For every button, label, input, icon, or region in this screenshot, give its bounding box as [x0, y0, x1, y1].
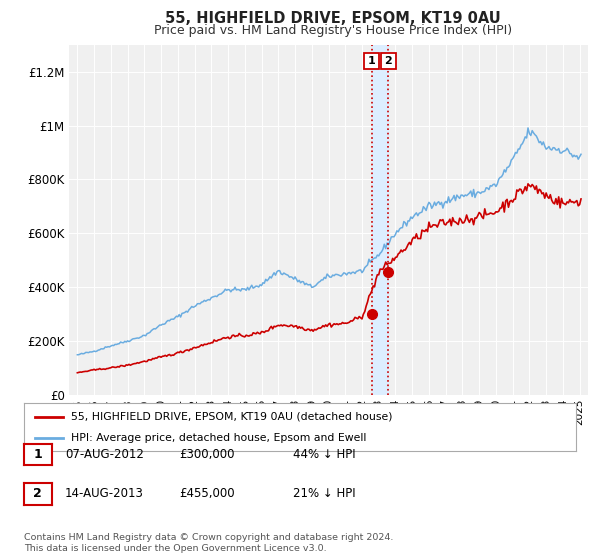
Text: £300,000: £300,000 [179, 448, 235, 461]
Text: 2: 2 [385, 56, 392, 66]
Bar [371, 45, 388, 395]
Text: £455,000: £455,000 [179, 487, 235, 501]
Text: 55, HIGHFIELD DRIVE, EPSOM, KT19 0AU: 55, HIGHFIELD DRIVE, EPSOM, KT19 0AU [165, 11, 501, 26]
Text: 1: 1 [368, 56, 376, 66]
Text: 2: 2 [34, 487, 42, 501]
Text: 14-AUG-2013: 14-AUG-2013 [65, 487, 143, 501]
Text: 44% ↓ HPI: 44% ↓ HPI [293, 448, 355, 461]
Text: Contains HM Land Registry data © Crown copyright and database right 2024.
This d: Contains HM Land Registry data © Crown c… [24, 533, 394, 553]
Text: HPI: Average price, detached house, Epsom and Ewell: HPI: Average price, detached house, Epso… [71, 433, 366, 444]
Text: 07-AUG-2012: 07-AUG-2012 [65, 448, 143, 461]
Text: 55, HIGHFIELD DRIVE, EPSOM, KT19 0AU (detached house): 55, HIGHFIELD DRIVE, EPSOM, KT19 0AU (de… [71, 412, 392, 422]
Text: Price paid vs. HM Land Registry's House Price Index (HPI): Price paid vs. HM Land Registry's House … [154, 24, 512, 36]
Text: 1: 1 [34, 448, 42, 461]
Text: 21% ↓ HPI: 21% ↓ HPI [293, 487, 355, 501]
